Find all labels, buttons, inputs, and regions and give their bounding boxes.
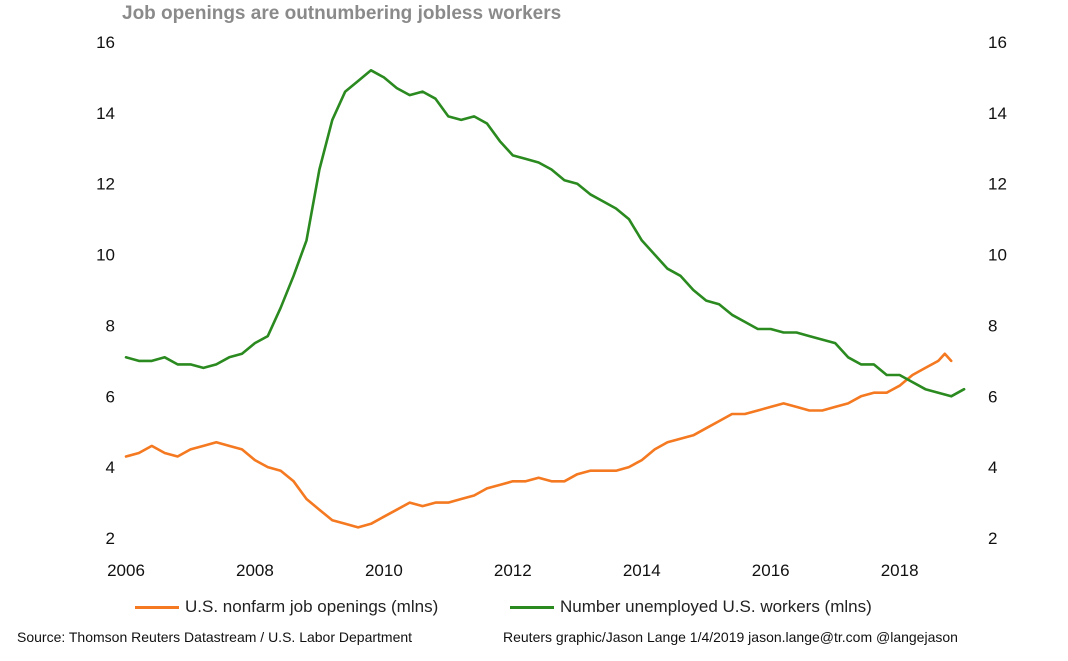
x-tick-label: 2018 xyxy=(881,561,919,580)
y-left-tick-label: 8 xyxy=(106,316,115,335)
source-note: Source: Thomson Reuters Datastream / U.S… xyxy=(17,629,413,645)
y-right-tick-label: 14 xyxy=(988,104,1007,123)
series-line-unemployed xyxy=(124,69,966,398)
legend-label-job-openings: U.S. nonfarm job openings (mlns) xyxy=(185,597,439,616)
legend-label-unemployed: Number unemployed U.S. workers (mlns) xyxy=(560,597,872,616)
y-left-tick-label: 10 xyxy=(96,246,115,265)
series-lines xyxy=(124,69,966,529)
legend-item-unemployed: Number unemployed U.S. workers (mlns) xyxy=(510,597,872,617)
x-tick-label: 2006 xyxy=(107,561,145,580)
y-right-tick-label: 10 xyxy=(988,246,1007,265)
y-right-tick-label: 2 xyxy=(988,529,997,548)
x-axis-ticks: 2006 2008 2010 2012 2014 2016 2018 xyxy=(107,561,918,580)
y-right-tick-label: 6 xyxy=(988,387,997,406)
legend-item-job-openings: U.S. nonfarm job openings (mlns) xyxy=(135,597,438,617)
y-left-tick-label: 6 xyxy=(106,387,115,406)
credit-note: Reuters graphic/Jason Lange 1/4/2019 jas… xyxy=(503,629,958,645)
x-tick-label: 2010 xyxy=(365,561,403,580)
legend-swatch-job-openings xyxy=(135,605,179,609)
y-right-tick-label: 16 xyxy=(988,33,1007,52)
x-tick-label: 2012 xyxy=(494,561,532,580)
series-line-job-openings xyxy=(124,352,953,529)
y-left-tick-label: 16 xyxy=(96,33,115,52)
y-right-tick-label: 8 xyxy=(988,316,997,335)
y-left-tick-label: 12 xyxy=(96,175,115,194)
y-left-tick-label: 2 xyxy=(106,529,115,548)
y-right-tick-label: 12 xyxy=(988,175,1007,194)
y-left-tick-label: 14 xyxy=(96,104,115,123)
y-axis-left-ticks: 2 4 6 8 10 12 14 16 xyxy=(96,33,115,548)
legend-swatch-unemployed xyxy=(510,605,554,609)
x-tick-label: 2016 xyxy=(752,561,790,580)
y-axis-right-ticks: 2 4 6 8 10 12 14 16 xyxy=(988,33,1007,548)
y-right-tick-label: 4 xyxy=(988,458,997,477)
chart-title: Job openings are outnumbering jobless wo… xyxy=(122,3,562,24)
line-chart: 2006 2008 2010 2012 2014 2016 2018 2 4 6 8 10 12 14 1… xyxy=(96,33,1007,580)
y-left-tick-label: 4 xyxy=(106,458,115,477)
x-tick-label: 2014 xyxy=(623,561,661,580)
x-tick-label: 2008 xyxy=(236,561,274,580)
